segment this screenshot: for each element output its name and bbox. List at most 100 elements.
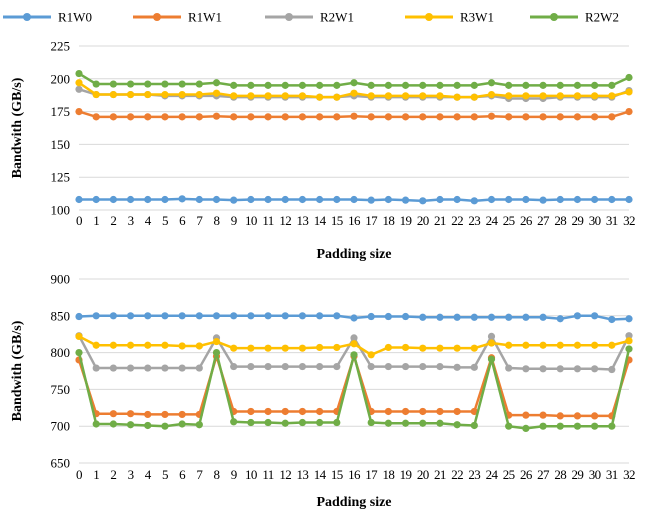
- chart1-point-R3W1-14: [316, 93, 324, 101]
- chart1-point-R3W1-4: [144, 90, 152, 99]
- chart1-point-R1W0-23: [470, 197, 478, 205]
- chart2-ytick-label: 850: [51, 308, 71, 323]
- chart2-point-R1W1-11: [264, 407, 272, 416]
- chart2-point-R2W2-31: [608, 422, 616, 430]
- chart1-point-R1W1-30: [591, 113, 599, 121]
- chart1-point-R1W0-4: [144, 195, 152, 204]
- chart2-ytick-label: 650: [51, 456, 71, 471]
- chart2-point-R2W2-14: [316, 418, 324, 427]
- chart1-point-R2W2-11: [264, 81, 272, 89]
- chart2-point-R2W2-0: [75, 349, 83, 357]
- chart1-point-R3W1-10: [247, 92, 255, 100]
- chart2-point-R2W1-24: [487, 332, 496, 341]
- chart1-point-R1W0-25: [505, 195, 513, 204]
- chart1-point-R3W1-1: [92, 90, 100, 99]
- chart2-point-R3W1-22: [453, 344, 461, 352]
- chart2-point-R1W1-12: [281, 407, 289, 416]
- chart2-point-R1W1-26: [522, 411, 530, 419]
- chart2-xtick-label: 19: [400, 467, 412, 482]
- chart1-point-R1W1-1: [92, 113, 100, 121]
- chart2-point-R2W2-11: [264, 418, 272, 427]
- chart2-point-R3W1-2: [109, 341, 117, 349]
- chart1-point-R1W0-26: [522, 195, 530, 204]
- chart2-point-R2W1-31: [608, 365, 616, 374]
- chart2-point-R1W0-26: [522, 313, 530, 321]
- chart2-point-R1W0-3: [126, 312, 135, 320]
- chart2-point-R3W1-7: [195, 342, 203, 350]
- chart2-x-axis-label: Padding size: [316, 495, 391, 510]
- chart2-point-R1W0-18: [384, 312, 392, 321]
- chart1-xtick-label: 27: [537, 213, 550, 228]
- chart2-xtick-label: 4: [145, 467, 152, 482]
- chart1-point-R1W0-10: [247, 195, 255, 204]
- chart1-point-R1W1-10: [247, 113, 255, 121]
- chart2-point-R1W0-28: [556, 315, 564, 323]
- chart1-point-R1W0-16: [350, 195, 358, 204]
- chart1-point-R2W2-18: [384, 81, 392, 89]
- chart2-point-R1W0-7: [195, 312, 203, 320]
- chart1-point-R1W0-9: [230, 196, 238, 204]
- chart2-point-R2W1-18: [384, 362, 392, 371]
- chart1-point-R1W1-31: [608, 113, 616, 121]
- chart1-point-R2W2-10: [247, 81, 255, 89]
- chart1-point-R1W0-20: [419, 197, 427, 205]
- chart1-point-R2W2-21: [436, 81, 444, 89]
- chart2-xtick-label: 25: [503, 467, 515, 482]
- chart2-point-R1W1-2: [109, 410, 117, 418]
- chart1-xtick-label: 23: [468, 213, 480, 228]
- chart1-xtick-label: 1: [93, 213, 99, 228]
- chart1-point-R1W1-19: [401, 113, 410, 121]
- chart1-point-R2W2-23: [470, 81, 478, 89]
- chart2-point-R2W2-28: [556, 422, 564, 430]
- chart2-point-R1W1-23: [470, 407, 478, 416]
- chart1-point-R2W2-17: [367, 81, 375, 89]
- chart2-point-R1W0-31: [608, 315, 616, 324]
- chart1-xtick-label: 11: [262, 213, 273, 228]
- chart2-point-R2W1-21: [436, 362, 444, 371]
- chart2-point-R1W1-27: [539, 411, 547, 419]
- chart1-point-R3W1-12: [281, 92, 289, 100]
- chart2-point-R1W1-6: [178, 410, 186, 419]
- chart1-point-R1W0-27: [539, 196, 547, 204]
- chart2-point-R3W1-23: [470, 344, 478, 352]
- chart2-point-R1W1-22: [453, 407, 461, 416]
- chart1-point-R1W0-30: [591, 195, 599, 204]
- chart1-xtick-label: 32: [623, 213, 635, 228]
- chart2-xtick-label: 10: [245, 467, 257, 482]
- chart2-point-R2W2-27: [539, 422, 547, 430]
- chart2-point-R2W1-3: [126, 364, 135, 372]
- chart1-point-R3W1-23: [470, 93, 478, 101]
- chart1-x-axis-label: Padding size: [316, 247, 391, 262]
- legend-marker-R1W0: [23, 13, 31, 21]
- chart2-point-R2W2-5: [161, 422, 169, 430]
- chart1-point-R1W1-2: [109, 113, 117, 121]
- chart2-point-R1W0-25: [505, 313, 513, 321]
- chart1-xtick-label: 7: [196, 213, 203, 228]
- chart1-point-R1W0-22: [453, 195, 461, 204]
- chart2-point-R2W1-29: [573, 365, 582, 373]
- chart2-point-R2W1-28: [556, 365, 564, 373]
- chart2-point-R2W1-19: [401, 362, 410, 371]
- chart2-point-R2W1-26: [522, 365, 530, 373]
- chart2-xtick-label: 20: [417, 467, 429, 482]
- chart1-point-R3W1-3: [126, 90, 135, 99]
- chart2-xtick-label: 16: [348, 467, 361, 482]
- chart2-point-R1W0-29: [573, 312, 582, 320]
- chart2-point-R3W1-31: [608, 341, 616, 349]
- chart1-point-R1W0-13: [298, 195, 307, 204]
- chart1-point-R1W0-3: [126, 195, 135, 204]
- chart1-point-R2W2-5: [161, 80, 169, 88]
- chart1-point-R2W2-1: [92, 80, 100, 88]
- chart2-point-R3W1-9: [230, 344, 238, 352]
- chart1-point-R2W2-29: [573, 81, 582, 89]
- chart2-point-R2W2-6: [178, 420, 186, 428]
- chart2-point-R2W2-10: [247, 418, 255, 427]
- chart1-point-R1W0-11: [264, 195, 272, 204]
- chart1-point-R1W1-27: [539, 113, 547, 121]
- chart1-point-R1W1-21: [436, 113, 444, 121]
- chart2-point-R2W1-6: [178, 364, 186, 372]
- chart2-point-R3W1-26: [522, 341, 530, 349]
- chart1-point-R3W1-25: [505, 92, 513, 100]
- chart2-point-R3W1-8: [212, 337, 221, 346]
